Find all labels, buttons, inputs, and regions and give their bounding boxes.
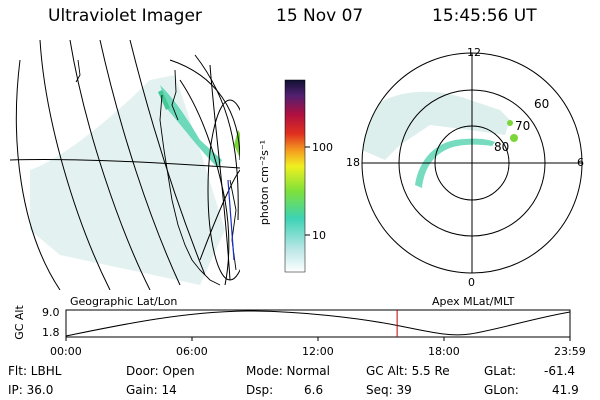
time-tick-2359: 23:59	[554, 345, 586, 358]
lat-label-80: 80	[494, 140, 510, 154]
instrument-title: Ultraviolet Imager	[48, 6, 202, 26]
aurora-oval	[415, 138, 495, 188]
apex-panel-label: Apex MLat/MLT	[432, 295, 515, 308]
altitude-ytick-max: 9.0	[42, 306, 60, 319]
date-label: 15 Nov 07	[276, 6, 364, 26]
lat-label-60: 60	[534, 97, 550, 111]
glat-value: -61.4	[544, 364, 576, 378]
aurora-band	[160, 85, 222, 168]
altitude-ylabel: GC Alt	[12, 305, 26, 340]
colorbar	[284, 79, 310, 273]
aurora-haze-polar	[362, 91, 510, 160]
dsp-value: 6.6	[304, 383, 324, 397]
colorbar-scale	[284, 79, 306, 273]
colorbar-tick-100: 100	[312, 141, 333, 154]
colorbar-tick-10: 10	[312, 229, 326, 242]
filter-info: Flt: LBHL	[8, 364, 62, 378]
gain-info: Gain: 14	[126, 383, 177, 397]
mode-info: Mode: Normal	[246, 364, 330, 378]
ip-info: IP: 36.0	[8, 383, 54, 397]
altitude-curve	[65, 310, 571, 337]
geographic-map	[10, 40, 240, 290]
door-info: Door: Open	[126, 364, 195, 378]
altitude-plot	[65, 309, 571, 341]
geographic-panel-label: Geographic Lat/Lon	[70, 295, 178, 308]
altitude-ytick-min: 1.8	[42, 326, 60, 339]
polar-plot	[361, 52, 583, 274]
time-label: 15:45:56 UT	[432, 6, 537, 26]
seq-info: Seq: 39	[366, 383, 412, 397]
aurora-bright-polar	[510, 134, 518, 142]
glat-label: GLat:	[484, 364, 517, 378]
time-tick-1200: 12:00	[302, 345, 334, 358]
gc-alt-info: GC Alt: 5.5 Re	[366, 364, 450, 378]
time-tick-1800: 18:00	[428, 345, 460, 358]
glon-label: GLon:	[484, 383, 519, 397]
mlt-label-12: 12	[467, 46, 481, 59]
dsp-label: Dsp:	[246, 383, 274, 397]
time-tick-0000: 00:00	[50, 345, 82, 358]
mlt-label-18: 18	[346, 156, 360, 169]
time-tick-0600: 06:00	[176, 345, 208, 358]
colorbar-unit-label: photon cm⁻²s⁻¹	[258, 139, 272, 226]
aurora-streak	[158, 90, 170, 110]
mlt-label-6: 6	[577, 156, 584, 169]
aurora-haze	[30, 75, 225, 285]
glon-value: 41.9	[552, 383, 579, 397]
mlt-label-0: 0	[468, 276, 475, 289]
lat-label-70: 70	[515, 119, 531, 133]
